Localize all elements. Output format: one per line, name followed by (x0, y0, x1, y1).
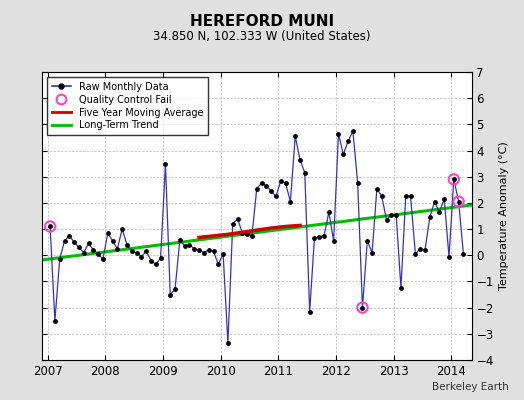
Point (454, 198, 463, 205)
Point (459, 251, 467, 257)
Point (348, 128, 357, 134)
Point (291, 133, 299, 139)
Point (363, 238, 372, 244)
Point (378, 193, 386, 200)
Point (257, 180, 266, 186)
Point (214, 261, 223, 268)
Point (281, 180, 290, 186)
Point (204, 247, 213, 253)
Point (219, 251, 227, 257)
Point (51, 318, 59, 324)
Point (435, 209, 444, 215)
Point (305, 308, 314, 315)
Text: Berkeley Earth: Berkeley Earth (432, 382, 508, 392)
Point (80, 250, 88, 256)
Point (277, 178, 285, 184)
Point (56, 256, 64, 262)
Point (46, 223, 54, 230)
Point (127, 248, 136, 254)
Point (296, 156, 304, 163)
Point (157, 255, 165, 261)
Point (113, 246, 122, 252)
Point (450, 176, 458, 182)
Point (440, 196, 449, 202)
Point (209, 248, 217, 254)
Text: HEREFORD MUNI: HEREFORD MUNI (190, 14, 334, 29)
Point (445, 253, 453, 260)
Point (108, 238, 117, 244)
Point (94, 251, 102, 257)
Point (401, 193, 410, 200)
Point (334, 130, 343, 137)
Point (262, 183, 270, 189)
Point (180, 243, 189, 249)
Point (89, 247, 97, 253)
Point (421, 247, 429, 253)
Point (176, 236, 184, 243)
Point (195, 247, 203, 253)
Point (310, 235, 319, 242)
Point (397, 285, 405, 291)
Legend: Raw Monthly Data, Quality Control Fail, Five Year Moving Average, Long-Term Tren: Raw Monthly Data, Quality Control Fail, … (47, 77, 208, 135)
Point (243, 231, 252, 238)
Point (161, 160, 170, 167)
Point (248, 232, 256, 239)
Point (151, 261, 160, 268)
Point (416, 246, 424, 252)
Point (301, 170, 309, 176)
Point (450, 176, 458, 182)
Point (166, 291, 174, 298)
Point (185, 242, 194, 248)
Point (387, 212, 396, 218)
Point (238, 230, 246, 236)
Point (46, 223, 54, 230)
Point (425, 214, 434, 220)
Point (454, 198, 463, 205)
Point (118, 226, 126, 232)
Point (133, 250, 141, 256)
Point (358, 304, 367, 311)
Point (325, 209, 333, 215)
Point (233, 216, 242, 222)
Point (200, 250, 208, 256)
Point (407, 193, 415, 200)
Point (228, 221, 237, 227)
Point (84, 240, 93, 247)
Point (147, 257, 155, 264)
Point (267, 188, 276, 194)
Point (383, 217, 391, 223)
Point (99, 256, 107, 262)
Point (339, 151, 347, 158)
Point (286, 198, 294, 205)
Point (137, 253, 146, 260)
Point (411, 251, 420, 257)
Point (373, 185, 381, 192)
Point (75, 244, 83, 251)
Point (224, 340, 232, 346)
Point (330, 238, 338, 244)
Point (142, 248, 150, 254)
Point (430, 198, 439, 205)
Point (171, 286, 179, 292)
Point (70, 239, 78, 245)
Point (315, 234, 323, 240)
Y-axis label: Temperature Anomaly (°C): Temperature Anomaly (°C) (499, 142, 509, 290)
Point (320, 232, 328, 239)
Point (104, 230, 112, 236)
Point (368, 250, 376, 256)
Point (123, 242, 131, 248)
Point (253, 185, 261, 192)
Point (392, 212, 400, 218)
Point (354, 180, 362, 186)
Point (272, 193, 280, 200)
Text: 34.850 N, 102.333 W (United States): 34.850 N, 102.333 W (United States) (153, 30, 371, 43)
Point (344, 138, 352, 144)
Point (65, 232, 73, 239)
Point (358, 304, 367, 311)
Point (60, 238, 69, 244)
Point (190, 246, 199, 252)
